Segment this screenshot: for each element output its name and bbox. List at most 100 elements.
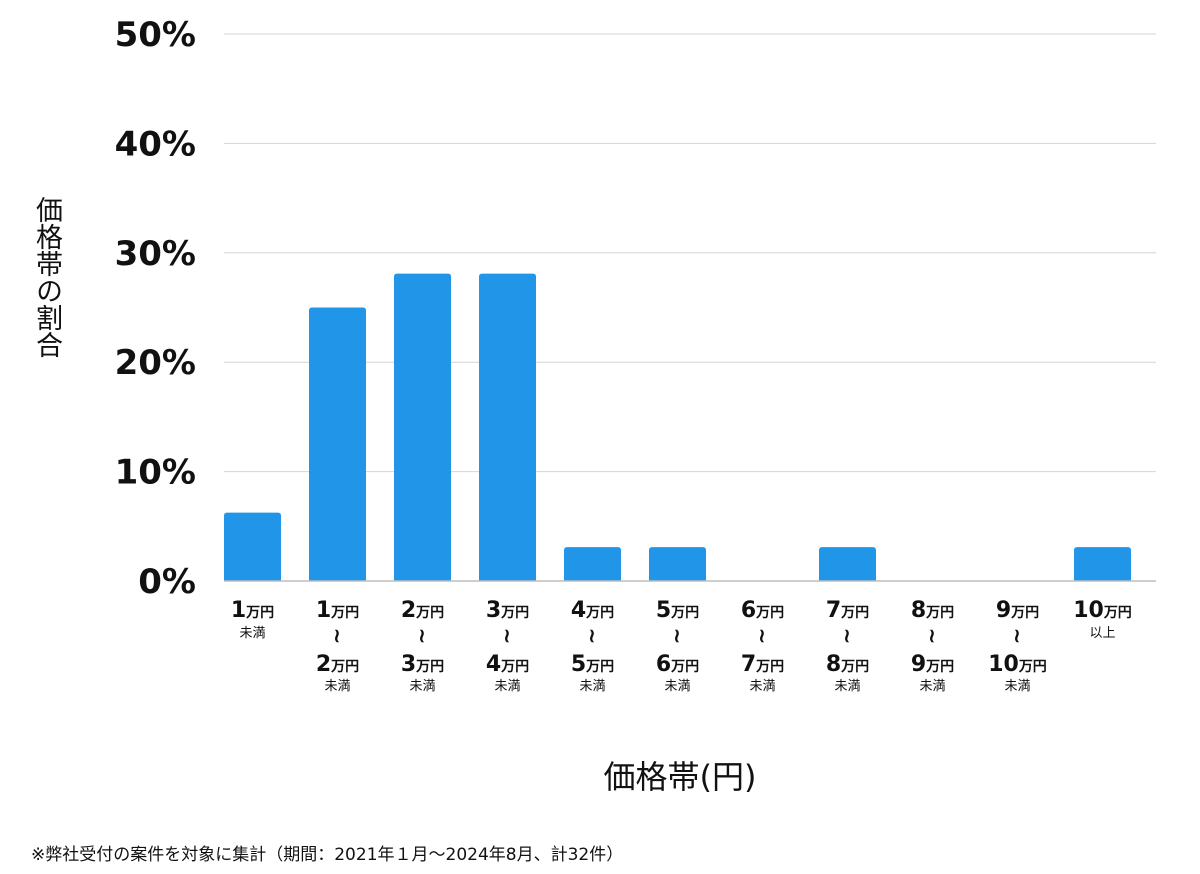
x-tick-unit: 万円 [925,605,954,621]
x-tick-unit: 万円 [1103,605,1132,621]
x-tick-label: 2万円 [316,652,359,677]
bar [819,547,876,581]
x-tick-label: 6万円 [741,598,784,623]
x-tick-unit: 万円 [1018,659,1047,675]
y-tick-label: 30% [115,234,196,274]
x-tick-number: 6 [741,598,756,623]
range-tilde: ~ [326,628,350,645]
bar [1074,547,1131,581]
x-tick-unit: 万円 [415,659,444,675]
x-tick-unit: 万円 [755,659,784,675]
x-tick-number: 8 [826,652,841,677]
x-tick-label: 1万円 [316,598,359,623]
x-tick-unit: 万円 [245,605,274,621]
x-tick-number: 1 [316,598,331,623]
x-tick-qualifier: 以上 [1089,626,1115,641]
range-tilde: ~ [666,628,690,645]
y-axis-ticks: 0% 10% 20% 30% 40% 50% [115,15,196,602]
x-tick-label: 7万円 [741,652,784,677]
x-tick-number: 4 [486,652,501,677]
range-tilde: ~ [411,628,435,645]
x-tick-unit: 万円 [585,605,614,621]
x-tick-number: 3 [486,598,501,623]
bar [394,273,451,581]
x-tick-label: 1万円 [231,598,274,623]
x-tick-unit: 万円 [500,659,529,675]
x-tick-qualifier: 未満 [324,679,350,694]
x-tick-number: 6 [656,652,671,677]
x-tick-number: 1 [231,598,246,623]
x-tick-number: 4 [571,598,586,623]
footnote: ※弊社受付の案件を対象に集計（期間：2021年１月～2024年8月、計32件） [31,845,624,865]
y-tick-label: 10% [115,453,196,493]
x-tick-unit: 万円 [330,659,359,675]
x-tick-label: 9万円 [996,598,1039,623]
x-tick-unit: 万円 [415,605,444,621]
x-tick-unit: 万円 [585,659,614,675]
x-tick-qualifier: 未満 [494,679,520,694]
x-tick-label: 10万円 [1073,598,1132,623]
x-tick-unit: 万円 [670,605,699,621]
range-tilde: ~ [1006,628,1030,645]
x-tick-unit: 万円 [840,605,869,621]
x-tick-label: 3万円 [486,598,529,623]
x-tick-unit: 万円 [1010,605,1039,621]
x-tick-unit: 万円 [330,605,359,621]
x-tick-number: 9 [911,652,926,677]
x-tick-unit: 万円 [500,605,529,621]
x-tick-label: 2万円 [401,598,444,623]
x-axis-label: 価格帯(円) [603,758,757,796]
x-tick-qualifier: 未満 [834,679,860,694]
x-tick-label: 4万円 [571,598,614,623]
bar [309,307,366,581]
x-tick-unit: 万円 [840,659,869,675]
grid-lines [224,33,1156,473]
bar [224,512,281,581]
bar [564,547,621,581]
x-tick-number: 2 [401,598,416,623]
x-tick-number: 9 [996,598,1011,623]
y-tick-label: 20% [115,343,196,383]
y-axis-label: 価格帯の割合 [31,196,62,358]
x-tick-label: 3万円 [401,652,444,677]
x-tick-number: 7 [826,598,841,623]
x-tick-qualifier: 未満 [1004,679,1030,694]
x-tick-label: 5万円 [571,652,614,677]
x-tick-label: 8万円 [826,652,869,677]
x-tick-qualifier: 未満 [579,679,605,694]
x-tick-qualifier: 未満 [409,679,435,694]
x-tick-unit: 万円 [755,605,784,621]
bars [224,273,1131,581]
range-tilde: ~ [581,628,605,645]
x-tick-label: 4万円 [486,652,529,677]
x-tick-qualifier: 未満 [749,679,775,694]
x-tick-unit: 万円 [670,659,699,675]
x-tick-label: 7万円 [826,598,869,623]
x-tick-label: 10万円 [988,652,1047,677]
x-tick-label: 6万円 [656,652,699,677]
x-axis-ticks: 1万円未満1万円~2万円未満2万円~3万円未満3万円~4万円未満4万円~5万円未… [231,598,1132,694]
bar [649,547,706,581]
x-tick-label: 5万円 [656,598,699,623]
range-tilde: ~ [836,628,860,645]
x-tick-unit: 万円 [925,659,954,675]
x-tick-qualifier: 未満 [664,679,690,694]
x-tick-qualifier: 未満 [239,626,265,641]
x-tick-number: 10 [988,652,1019,677]
x-tick-label: 9万円 [911,652,954,677]
range-tilde: ~ [921,628,945,645]
x-tick-number: 8 [911,598,926,623]
x-tick-qualifier: 未満 [919,679,945,694]
